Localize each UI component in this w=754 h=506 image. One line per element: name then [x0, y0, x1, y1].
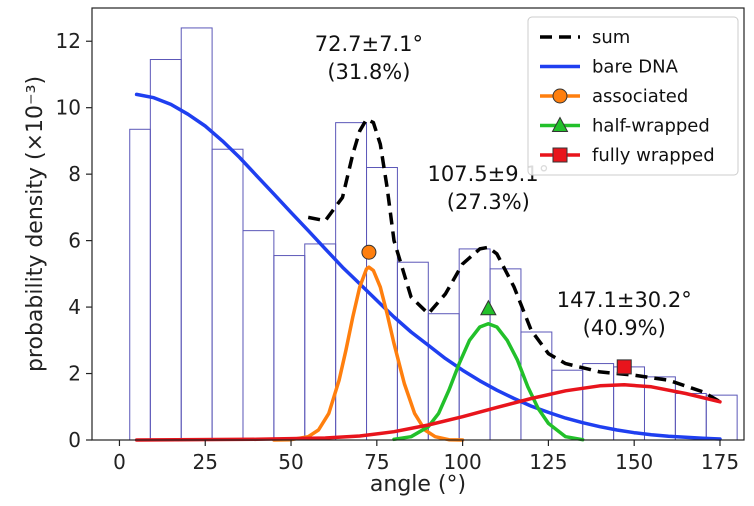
annotation-2-percent: (27.3%)	[447, 190, 530, 214]
legend-label-associated: associated	[592, 86, 688, 107]
x-tick-label-75: 75	[364, 450, 389, 474]
x-tick-label-0: 0	[113, 450, 126, 474]
x-axis-label: angle (°)	[370, 472, 466, 497]
x-tick-label-125: 125	[529, 450, 567, 474]
y-tick-label-6: 6	[68, 229, 81, 253]
legend-label-sum: sum	[592, 27, 630, 48]
legend-label-half-wrapped: half-wrapped	[592, 116, 710, 137]
series-line-half-wrapped	[392, 321, 585, 442]
y-tick-label-8: 8	[68, 162, 81, 186]
legend: sum bare DNA associated half-wrapped fully w…	[527, 16, 739, 176]
y-axis-label: probability density (×10⁻³)	[23, 76, 48, 372]
y-tick-label-12: 12	[56, 29, 81, 53]
x-tick-label-100: 100	[444, 450, 482, 474]
legend-box	[527, 16, 739, 176]
legend-marker-fully-wrapped	[552, 147, 568, 163]
legend-marker-associated	[552, 88, 568, 104]
y-axis-ticks: 0 2 4 6 8 10 12	[56, 29, 92, 452]
x-tick-label-25: 25	[193, 450, 218, 474]
x-tick-label-150: 150	[615, 450, 653, 474]
annotation-3-percent: (40.9%)	[583, 316, 666, 340]
x-tick-label-50: 50	[278, 450, 303, 474]
annotation-1-value: 72.7±7.1°	[315, 32, 423, 56]
legend-marker-half-wrapped	[551, 116, 569, 132]
series-marker-fully-wrapped	[616, 359, 632, 375]
series-line-bare-dna	[134, 92, 722, 441]
series-line-fully-wrapped	[134, 383, 722, 442]
y-tick-label-2: 2	[68, 362, 81, 386]
x-axis-ticks: 0 25 50 75 100 125 150 175	[113, 440, 739, 474]
y-tick-label-4: 4	[68, 295, 81, 319]
series-marker-associated	[361, 244, 377, 260]
x-tick-label-175: 175	[701, 450, 739, 474]
series-markers	[361, 244, 632, 375]
series-line-sum	[307, 117, 721, 404]
series-line-associated	[272, 265, 465, 442]
series-marker-half-wrapped	[480, 299, 497, 316]
y-tick-label-0: 0	[68, 428, 81, 452]
legend-label-bare-dna: bare DNA	[592, 57, 679, 78]
plot-frame	[91, 7, 745, 441]
y-tick-label-10: 10	[56, 96, 81, 120]
annotation-3-value: 147.1±30.2°	[557, 288, 692, 312]
annotation-1-percent: (31.8%)	[327, 60, 410, 84]
series-lines	[134, 92, 722, 442]
legend-label-fully-wrapped: fully wrapped	[592, 145, 715, 166]
